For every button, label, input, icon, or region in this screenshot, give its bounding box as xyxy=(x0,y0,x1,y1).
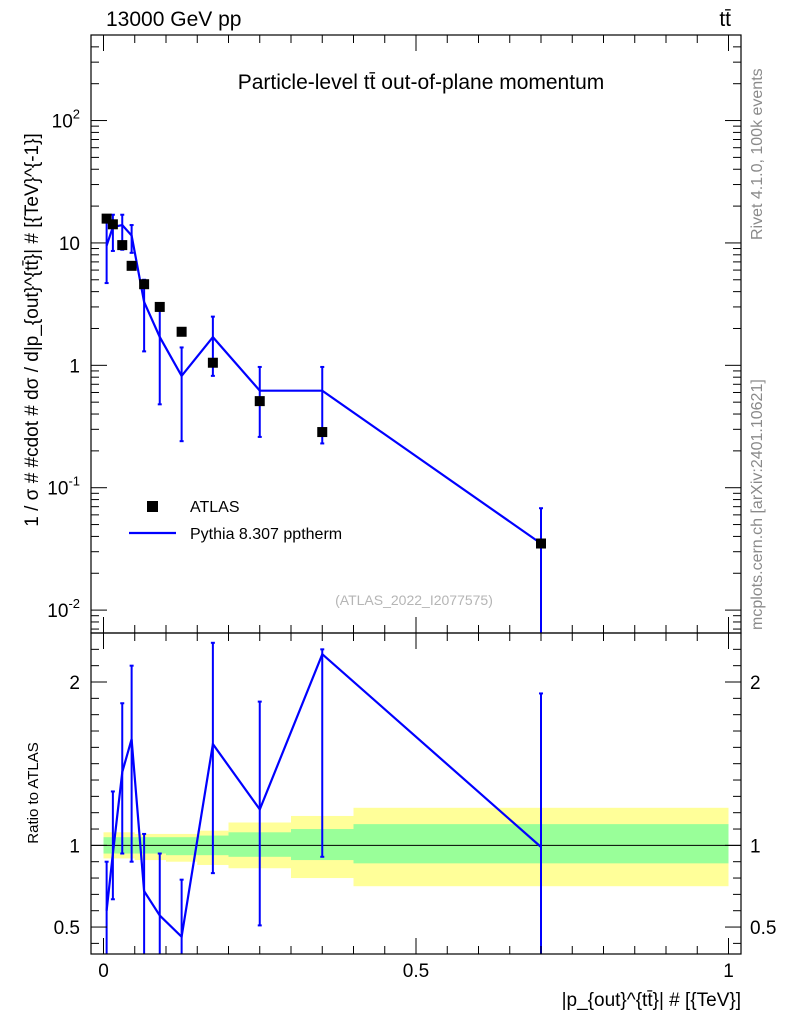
mc-error-bars xyxy=(104,213,543,633)
atlas-data-point xyxy=(176,326,187,337)
atlas-data-point xyxy=(139,279,150,290)
ratio-panel: 0.5 0.51 12 2 0 0.5 1 Ratio to ATLAS |p_{out}… xyxy=(25,632,777,1011)
ratio-y-tick-label-right: 1 xyxy=(750,836,761,857)
ratio-y-tick-label: 1 xyxy=(69,836,80,857)
header-left: 13000 GeV pp xyxy=(106,8,241,31)
rivet-label: Rivet 4.1.0, 100k events xyxy=(749,68,766,240)
atlas-data-point xyxy=(317,427,328,438)
atlas-data-point xyxy=(117,240,128,251)
ratio-y-axis-label: Ratio to ATLAS xyxy=(25,742,42,843)
atlas-data-point xyxy=(107,219,118,230)
ratio-y-tick-labels: 0.5 0.5 1 1 2 2 xyxy=(54,673,777,939)
atlas-data-point xyxy=(126,260,137,271)
ratio-y-tick-label: 0.5 xyxy=(54,918,80,939)
x-tick-label: 0.5 xyxy=(403,961,429,982)
atlas-data-point xyxy=(536,538,546,549)
header-right: tt̄ xyxy=(719,8,731,31)
mcplots-label: mcplots.cern.ch [arXiv:2401.10621] xyxy=(749,379,766,630)
atlas-data-point xyxy=(154,301,165,312)
atlas-data-point xyxy=(101,213,112,224)
ratio-y-tick-label: 2 xyxy=(69,673,80,694)
x-tick-label: 1 xyxy=(723,961,734,982)
ratio-line xyxy=(105,652,542,940)
x-axis-label: |p_{out}^{tt̄}| # [{TeV}] xyxy=(562,990,741,1011)
ratio-band-green-bin xyxy=(166,837,198,856)
ratio-error-bars xyxy=(104,641,543,954)
y-tick-label: 10 xyxy=(59,234,80,255)
chart-title: Particle-level tt̄ out-of-plane momentum xyxy=(238,71,605,94)
y-tick-label: 102 xyxy=(52,107,80,133)
x-tick-label: 0 xyxy=(98,961,109,982)
analysis-label: (ATLAS_2022_I2077575) xyxy=(335,592,493,608)
legend: ATLAS Pythia 8.307 pptherm xyxy=(129,499,342,543)
y-tick-label: 10-1 xyxy=(47,474,80,500)
y-tick-label: 1 xyxy=(69,356,80,377)
atlas-data-point xyxy=(207,357,218,368)
x-tick-labels: 0 0.5 1 xyxy=(98,961,734,982)
atlas-data-point xyxy=(254,396,265,407)
mc-series-line xyxy=(105,223,542,545)
legend-atlas-marker xyxy=(147,501,158,512)
atlas-data-points xyxy=(101,213,546,549)
y-tick-label: 10-2 xyxy=(47,596,80,622)
main-panel: 10-2 10-1 1 10 102 Particle-level tt̄ out-of… xyxy=(22,34,742,634)
legend-atlas-label: ATLAS xyxy=(190,499,240,516)
ratio-frame xyxy=(90,632,742,955)
main-frame xyxy=(90,34,742,634)
ratio-y-tick-label-right: 0.5 xyxy=(750,918,776,939)
main-y-tick-labels: 10-2 10-1 1 10 102 xyxy=(47,107,80,623)
ratio-axis-ticks xyxy=(91,633,741,954)
main-axis-ticks xyxy=(91,34,741,633)
ratio-y-tick-label-right: 2 xyxy=(750,673,761,694)
legend-mc-label: Pythia 8.307 pptherm xyxy=(190,526,342,543)
y-axis-label: 1 / σ # #cdot # dσ / d|p_{out}^{tt̄}| # … xyxy=(22,133,43,526)
